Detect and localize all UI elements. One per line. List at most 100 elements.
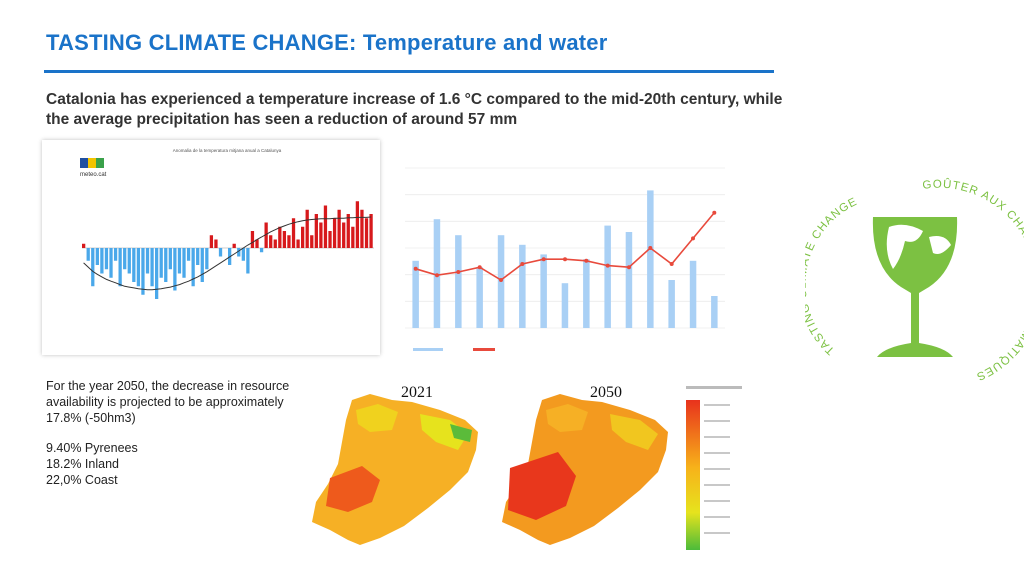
projection-item-inland: 18.2% Inland bbox=[46, 457, 119, 471]
anomaly-bar bbox=[118, 248, 122, 287]
precipitation-chart bbox=[385, 148, 750, 358]
projection-item-coast: 22,0% Coast bbox=[46, 473, 118, 487]
anomaly-bar bbox=[209, 235, 214, 248]
anomaly-bar bbox=[141, 248, 145, 295]
anomaly-bar bbox=[145, 248, 150, 274]
slide-subtitle: Catalonia has experienced a temperature … bbox=[46, 91, 783, 128]
anomaly-bar bbox=[159, 248, 163, 278]
anomaly-bar bbox=[218, 248, 223, 257]
anomaly-bar bbox=[132, 248, 136, 282]
precip-bar bbox=[455, 235, 462, 328]
precip-bar bbox=[689, 260, 697, 328]
map-2021 bbox=[312, 394, 478, 545]
precip-bar bbox=[711, 296, 718, 328]
anomaly-bar bbox=[82, 243, 86, 248]
anomaly-bar bbox=[155, 248, 159, 299]
projection-text: For the year 2050, the decrease in resou… bbox=[46, 378, 306, 488]
anomaly-bar bbox=[191, 248, 195, 287]
anomaly-bar bbox=[150, 248, 154, 287]
map-color-scale bbox=[686, 400, 700, 550]
precip-bar bbox=[519, 244, 526, 328]
anomaly-bar bbox=[319, 222, 323, 248]
precip-line-point bbox=[541, 257, 546, 262]
precipitation-svg bbox=[405, 167, 725, 351]
anomaly-bar bbox=[241, 248, 245, 261]
map-scale-labels bbox=[704, 404, 730, 534]
map-2021-pyrenees-zone bbox=[356, 404, 398, 432]
anomaly-bars bbox=[82, 201, 373, 299]
precip-line-point bbox=[605, 263, 610, 268]
anomaly-chart-title: Anomalia de la temperatura mitjana anual… bbox=[173, 148, 282, 153]
precip-line-points bbox=[413, 210, 717, 282]
anomaly-bar bbox=[323, 205, 328, 248]
precip-bar bbox=[583, 259, 590, 328]
precip-line-point bbox=[584, 258, 589, 263]
anomaly-bar bbox=[351, 226, 355, 248]
map-legend-header bbox=[686, 386, 742, 389]
anomaly-bar bbox=[237, 248, 241, 257]
anomaly-bar bbox=[360, 209, 364, 248]
anomaly-bar bbox=[246, 248, 250, 274]
map-year-2021: 2021 bbox=[401, 384, 433, 401]
map-2050-north-zone bbox=[610, 414, 658, 450]
map-2050-pyrenees-zone bbox=[546, 404, 588, 432]
anomaly-bar bbox=[364, 218, 369, 248]
wine-glass-globe-icon bbox=[872, 217, 958, 357]
anomaly-bar bbox=[177, 248, 182, 274]
precip-line-point bbox=[435, 273, 439, 278]
precip-line-point bbox=[477, 265, 482, 270]
anomaly-bar bbox=[346, 214, 350, 248]
precip-line-point bbox=[691, 236, 695, 241]
precip-bar bbox=[625, 232, 633, 328]
anomaly-bar bbox=[91, 248, 95, 287]
anomaly-bar bbox=[310, 235, 314, 248]
anomaly-bar bbox=[296, 239, 300, 248]
anomaly-bar bbox=[278, 226, 282, 248]
map-2021-green-zone bbox=[450, 424, 472, 442]
precip-bar bbox=[604, 225, 611, 328]
anomaly-bar bbox=[173, 248, 177, 291]
anomaly-bar bbox=[291, 218, 296, 248]
anomaly-bar bbox=[95, 248, 99, 265]
precip-bar bbox=[668, 280, 675, 328]
precip-bar bbox=[561, 283, 569, 328]
anomaly-bar bbox=[123, 248, 127, 270]
map-2021-hotspot bbox=[326, 466, 380, 512]
meteocat-logo-block-green bbox=[96, 158, 104, 168]
anomaly-bar bbox=[305, 209, 309, 248]
anomaly-bar bbox=[214, 239, 218, 248]
anomaly-bar bbox=[200, 248, 204, 282]
precip-line-point bbox=[563, 257, 567, 262]
anomaly-bar bbox=[136, 248, 141, 287]
map-2050-hotspot bbox=[508, 452, 576, 520]
anomaly-bar bbox=[109, 248, 113, 278]
tasting-climate-change-logo: TASTING CLIMATE CHANGE GOÛTER AUX CHANGE… bbox=[797, 175, 1024, 395]
precip-legend-line bbox=[473, 348, 495, 351]
anomaly-bar bbox=[168, 248, 172, 270]
meteocat-logo: meteo.cat bbox=[80, 158, 107, 178]
resource-maps-svg bbox=[312, 386, 742, 550]
anomaly-bar bbox=[369, 214, 373, 248]
anomaly-bar bbox=[205, 248, 209, 270]
map-year-2050: 2050 bbox=[590, 384, 622, 401]
anomaly-bar bbox=[182, 248, 186, 278]
precip-line-point bbox=[648, 246, 653, 250]
projection-item-pyrenees: 9.40% Pyrenees bbox=[46, 441, 138, 455]
slide-title: TASTING CLIMATE CHANGE: Temperature and … bbox=[46, 30, 608, 55]
anomaly-bar bbox=[259, 248, 264, 253]
resource-maps bbox=[300, 380, 760, 555]
anomaly-bar bbox=[287, 235, 291, 248]
map-2021-north-zone bbox=[420, 414, 468, 450]
logo-text-left: TASTING CLIMATE CHANGE bbox=[805, 196, 859, 357]
anomaly-bar bbox=[104, 248, 109, 270]
anomaly-bar bbox=[264, 222, 268, 248]
anomaly-bar bbox=[355, 201, 360, 248]
meteocat-logo-text: meteo.cat bbox=[80, 172, 107, 178]
temperature-anomaly-chart: Anomalia de la temperatura mitjana anual… bbox=[42, 140, 380, 355]
anomaly-bar bbox=[332, 218, 337, 248]
precip-bar bbox=[476, 267, 483, 328]
anomaly-bar bbox=[342, 222, 346, 248]
precip-line-point bbox=[413, 266, 418, 271]
anomaly-bar bbox=[255, 239, 259, 248]
anomaly-bar bbox=[269, 235, 273, 248]
